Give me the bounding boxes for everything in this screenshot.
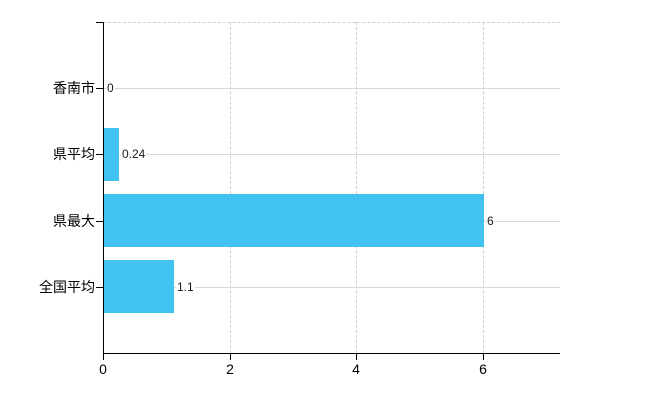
x-tick-label: 6: [479, 361, 487, 377]
category-label: 県最大: [53, 213, 95, 229]
x-tick-label: 2: [226, 361, 234, 377]
value-label: 0: [106, 81, 115, 95]
gridline-horizontal: [103, 88, 560, 89]
x-axis-tick: [483, 354, 484, 360]
x-tick-label: 0: [99, 361, 107, 377]
y-axis-tick: [96, 88, 103, 89]
category-label: 全国平均: [39, 279, 95, 295]
bar: [104, 260, 174, 313]
gridline-horizontal: [103, 154, 560, 155]
y-axis-tick: [96, 154, 103, 155]
x-tick-label: 4: [352, 361, 360, 377]
y-axis: [103, 22, 104, 354]
y-axis-tick: [96, 287, 103, 288]
gridline-vertical: [482, 22, 484, 353]
category-label: 県平均: [53, 146, 95, 162]
gridline-vertical: [356, 22, 358, 353]
bar: [104, 128, 119, 181]
category-label: 香南市: [53, 80, 95, 96]
value-label: 1.1: [176, 280, 195, 294]
y-axis-tick: [96, 221, 103, 222]
gridline-vertical: [229, 22, 231, 353]
x-axis: [103, 353, 560, 354]
value-label: 6: [486, 214, 495, 228]
bar: [104, 194, 484, 247]
x-axis-tick: [356, 354, 357, 360]
value-label: 0.24: [121, 147, 147, 161]
x-axis-tick: [103, 354, 104, 360]
y-axis-tick: [96, 22, 103, 23]
plot-top-border: [103, 22, 560, 23]
x-axis-tick: [230, 354, 231, 360]
gridline-horizontal: [103, 287, 560, 288]
